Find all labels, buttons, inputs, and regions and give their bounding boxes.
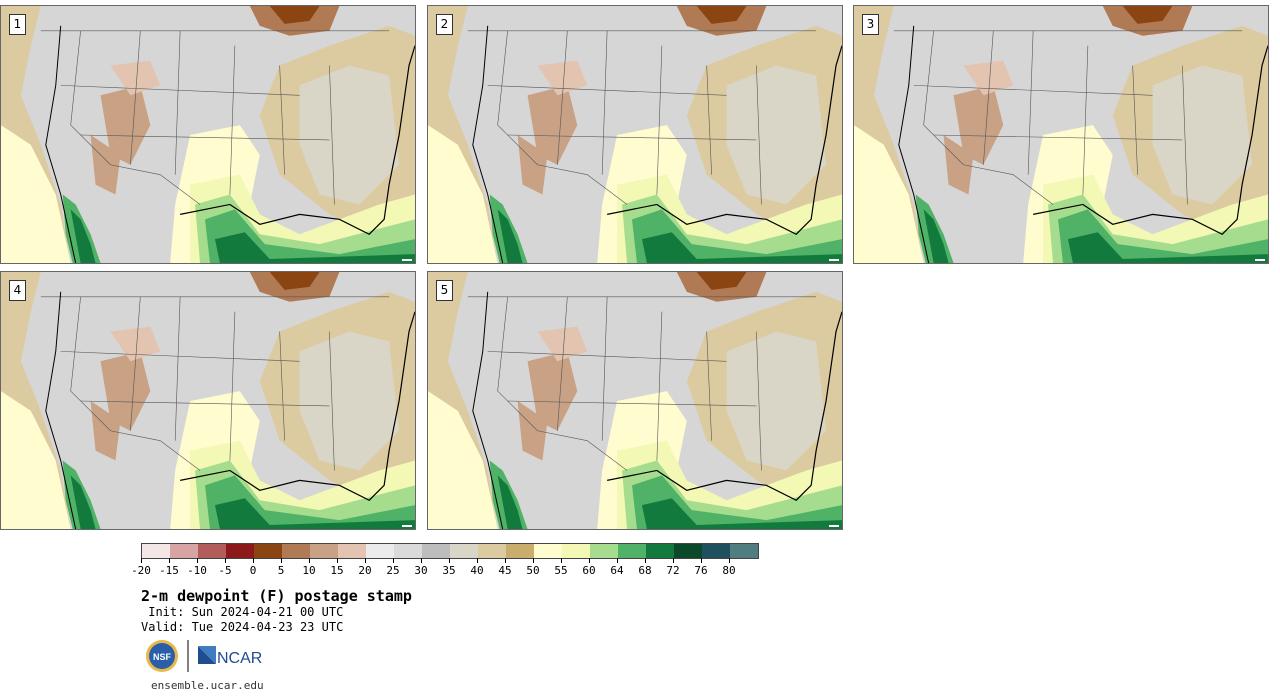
colorbar-cell xyxy=(590,544,618,558)
colorbar-tick-label: -15 xyxy=(159,564,179,577)
colorbar-tick-mark xyxy=(197,558,198,563)
postage-stamp-panel-2: 2 xyxy=(427,5,843,264)
colorbar-tick-label: -20 xyxy=(131,564,151,577)
scale-mark xyxy=(829,259,839,261)
colorbar-tick-label: 10 xyxy=(302,564,316,577)
colorbar-tick-mark xyxy=(141,558,142,563)
colorbar-tick-mark xyxy=(701,558,702,563)
colorbar-cell xyxy=(534,544,562,558)
colorbar-cell xyxy=(422,544,450,558)
dewpoint-map xyxy=(428,272,842,529)
colorbar-cell xyxy=(674,544,702,558)
postage-stamp-panel-4: 4 xyxy=(0,271,416,530)
colorbar-cell xyxy=(198,544,226,558)
colorbar-cell xyxy=(450,544,478,558)
colorbar-tick-label: 35 xyxy=(442,564,456,577)
colorbar-tick-mark xyxy=(169,558,170,563)
dewpoint-map xyxy=(428,6,842,263)
colorbar-cell xyxy=(142,544,170,558)
colorbar-tick-label: 55 xyxy=(554,564,568,577)
nsf-logo-text: NSF xyxy=(153,652,172,662)
colorbar-tick-mark xyxy=(645,558,646,563)
colorbar-tick-label: 40 xyxy=(470,564,484,577)
colorbar-cell xyxy=(226,544,254,558)
ncar-logo-text: NCAR xyxy=(217,650,262,667)
postage-stamp-panel-5: 5 xyxy=(427,271,843,530)
colorbar-tick-mark xyxy=(617,558,618,563)
colorbar-tick-mark xyxy=(309,558,310,563)
panel-number-label: 2 xyxy=(436,14,453,35)
init-time: Init: Sun 2024-04-21 00 UTC xyxy=(141,605,344,619)
colorbar-tick-label: -10 xyxy=(187,564,207,577)
colorbar-tick-mark xyxy=(477,558,478,563)
colorbar xyxy=(141,543,759,559)
colorbar-cell xyxy=(478,544,506,558)
colorbar-cell xyxy=(730,544,758,558)
colorbar-tick-mark xyxy=(337,558,338,563)
colorbar-tick-label: 30 xyxy=(414,564,428,577)
dewpoint-map xyxy=(1,6,415,263)
logos: NSF NCAR xyxy=(146,640,262,672)
nsf-logo-icon: NSF xyxy=(146,640,178,672)
colorbar-cell xyxy=(506,544,534,558)
site-url: ensemble.ucar.edu xyxy=(151,679,264,692)
colorbar-tick-mark xyxy=(505,558,506,563)
colorbar-tick-label: 0 xyxy=(249,564,257,577)
colorbar-cell xyxy=(394,544,422,558)
colorbar-cell xyxy=(170,544,198,558)
colorbar-tick-mark xyxy=(281,558,282,563)
scale-mark xyxy=(402,525,412,527)
postage-stamp-panel-3: 3 xyxy=(853,5,1269,264)
colorbar-tick-label: 15 xyxy=(330,564,344,577)
colorbar-tick-label: 25 xyxy=(386,564,400,577)
dewpoint-map xyxy=(1,272,415,529)
colorbar-ticks: -20 -15 -10 -5 0 5 10 15 20 25 30 35 40 45 50 55 60 64 68 7… xyxy=(131,558,761,578)
panel-number-label: 1 xyxy=(9,14,26,35)
colorbar-tick-mark xyxy=(729,558,730,563)
scale-mark xyxy=(829,525,839,527)
panel-number-label: 5 xyxy=(436,280,453,301)
colorbar-cell xyxy=(282,544,310,558)
colorbar-cell xyxy=(254,544,282,558)
panel-number-label: 4 xyxy=(9,280,26,301)
colorbar-tick-label: 45 xyxy=(498,564,512,577)
colorbar-tick-label: 76 xyxy=(694,564,708,577)
colorbar-tick-mark xyxy=(253,558,254,563)
colorbar-tick-mark xyxy=(225,558,226,563)
colorbar-cell xyxy=(366,544,394,558)
colorbar-tick-label: 68 xyxy=(638,564,652,577)
colorbar-cell xyxy=(702,544,730,558)
colorbar-cell xyxy=(310,544,338,558)
colorbar-cell xyxy=(562,544,590,558)
postage-stamp-panel-1: 1 xyxy=(0,5,416,264)
colorbar-tick-label: 80 xyxy=(722,564,736,577)
colorbar-tick-mark xyxy=(589,558,590,563)
scale-mark xyxy=(1255,259,1265,261)
colorbar-tick-label: 72 xyxy=(666,564,680,577)
colorbar-tick-mark xyxy=(365,558,366,563)
plot-title: 2-m dewpoint (F) postage stamp xyxy=(141,587,412,605)
colorbar-tick-mark xyxy=(393,558,394,563)
valid-time: Valid: Tue 2024-04-23 23 UTC xyxy=(141,620,344,634)
colorbar-tick-mark xyxy=(673,558,674,563)
colorbar-cell xyxy=(338,544,366,558)
colorbar-tick-mark xyxy=(561,558,562,563)
colorbar-tick-mark xyxy=(533,558,534,563)
colorbar-cell xyxy=(618,544,646,558)
scale-mark xyxy=(402,259,412,261)
colorbar-tick-label: 20 xyxy=(358,564,372,577)
dewpoint-map xyxy=(854,6,1268,263)
ncar-logo-icon: NCAR xyxy=(198,646,262,667)
colorbar-tick-label: 60 xyxy=(582,564,596,577)
colorbar-tick-label: 64 xyxy=(610,564,624,577)
colorbar-tick-label: 50 xyxy=(526,564,540,577)
panel-number-label: 3 xyxy=(862,14,879,35)
colorbar-tick-mark xyxy=(421,558,422,563)
colorbar-tick-label: -5 xyxy=(218,564,232,577)
colorbar-cell xyxy=(646,544,674,558)
colorbar-tick-label: 5 xyxy=(277,564,285,577)
colorbar-tick-mark xyxy=(449,558,450,563)
